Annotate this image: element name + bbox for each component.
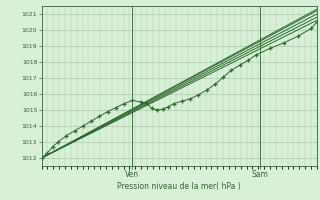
X-axis label: Pression niveau de la mer( hPa ): Pression niveau de la mer( hPa ) [117,182,241,191]
